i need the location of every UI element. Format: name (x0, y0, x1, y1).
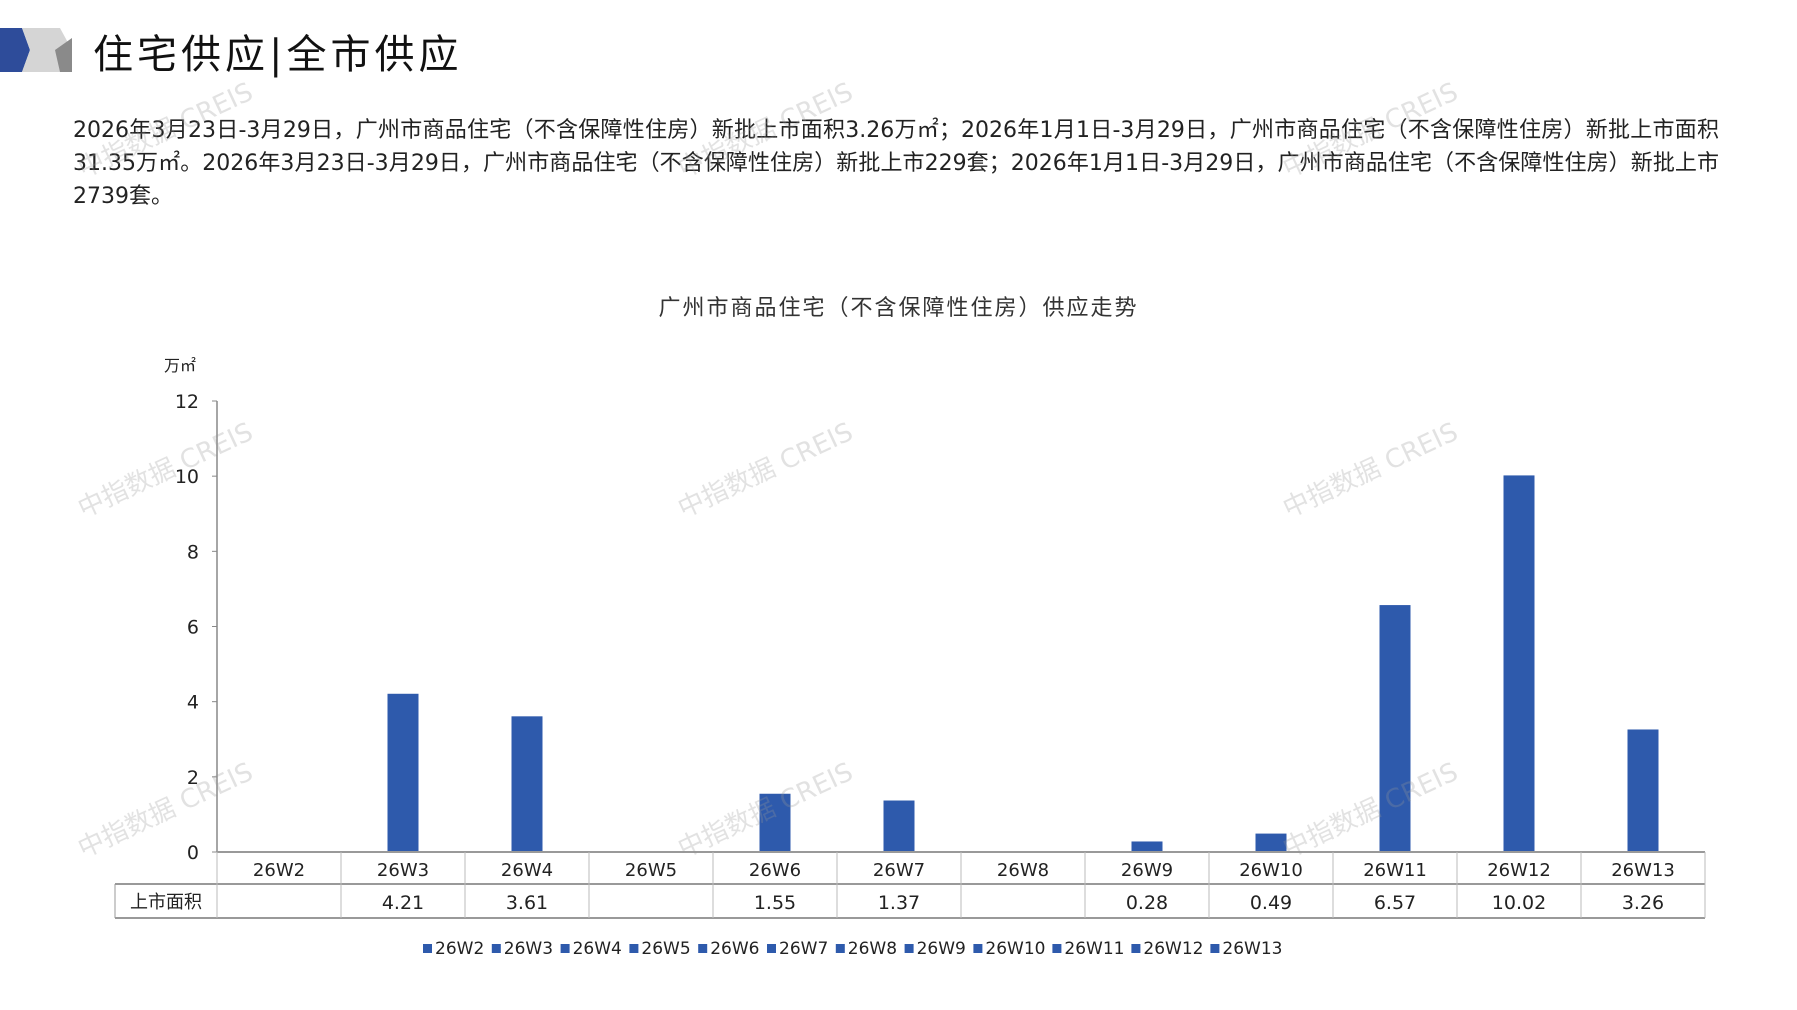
data-label: 4.21 (382, 892, 424, 914)
legend-marker (560, 944, 570, 953)
y-tick-label: 10 (175, 466, 199, 488)
y-tick-label: 4 (187, 692, 199, 714)
bar-26W9 (1131, 841, 1163, 852)
y-tick-label: 0 (187, 842, 199, 864)
category-label: 26W12 (1487, 860, 1551, 881)
y-tick-label: 6 (187, 617, 199, 639)
chart-title: 广州市商品住宅（不含保障性住房）供应走势 (658, 296, 1139, 321)
y-tick-label: 8 (187, 541, 199, 563)
data-label: 3.61 (506, 892, 548, 914)
category-label: 26W6 (749, 860, 801, 881)
legend-marker (629, 944, 639, 953)
legend-label: 26W7 (779, 939, 828, 959)
data-label: 0.49 (1250, 892, 1292, 914)
category-label: 26W13 (1611, 860, 1675, 881)
series-name: 上市面积 (130, 892, 202, 913)
bar-26W4 (511, 716, 543, 852)
legend-label: 26W12 (1143, 939, 1203, 959)
page-title: 住宅供应|全市供应 (93, 32, 463, 78)
bar-26W13 (1627, 729, 1659, 852)
legend-label: 26W10 (985, 939, 1045, 959)
bar-26W11 (1379, 605, 1411, 852)
legend-marker (491, 944, 501, 953)
legend-marker (904, 944, 914, 953)
legend-marker (767, 944, 776, 953)
category-label: 26W10 (1239, 860, 1303, 881)
category-label: 26W5 (625, 860, 677, 881)
legend-label: 26W2 (435, 939, 484, 959)
category-label: 26W2 (253, 860, 305, 881)
category-label: 26W8 (997, 860, 1049, 881)
legend-label: 26W9 (917, 939, 966, 959)
data-label: 10.02 (1492, 892, 1546, 914)
legend-label: 26W11 (1064, 939, 1124, 959)
bar-26W3 (387, 693, 419, 852)
legend-marker (973, 944, 983, 953)
legend-label: 26W5 (641, 939, 690, 959)
bar-26W10 (1255, 833, 1287, 852)
legend-marker (835, 944, 845, 953)
data-label: 1.37 (878, 892, 920, 914)
category-label: 26W3 (377, 860, 429, 881)
data-label: 1.55 (754, 892, 796, 914)
y-tick-label: 12 (175, 391, 199, 413)
bar-26W6 (759, 793, 791, 852)
bar-26W7 (883, 800, 915, 852)
y-axis-unit: 万㎡ (164, 356, 197, 375)
legend-label: 26W8 (848, 939, 897, 959)
data-label: 0.28 (1126, 892, 1168, 914)
header-logo-icon (0, 28, 72, 72)
legend-marker (1052, 944, 1062, 953)
category-label: 26W4 (501, 860, 553, 881)
legend-marker (1131, 944, 1141, 953)
category-label: 26W9 (1121, 860, 1173, 881)
category-label: 26W7 (873, 860, 925, 881)
legend-marker (423, 944, 432, 953)
y-tick-label: 2 (187, 767, 199, 789)
category-label: 26W11 (1363, 860, 1427, 881)
legend-label: 26W4 (573, 939, 622, 959)
data-label: 6.57 (1374, 892, 1416, 914)
summary-paragraph: 2026年3月23日-3月29日，广州市商品住宅（不含保障性住房）新批上市面积3… (73, 118, 1719, 209)
legend-marker (1210, 944, 1220, 953)
legend-label: 26W6 (710, 939, 759, 959)
data-label: 3.26 (1622, 892, 1664, 914)
legend-label: 26W13 (1222, 939, 1282, 959)
bar-26W12 (1503, 475, 1535, 852)
legend-marker (698, 944, 708, 953)
legend-label: 26W3 (504, 939, 553, 959)
